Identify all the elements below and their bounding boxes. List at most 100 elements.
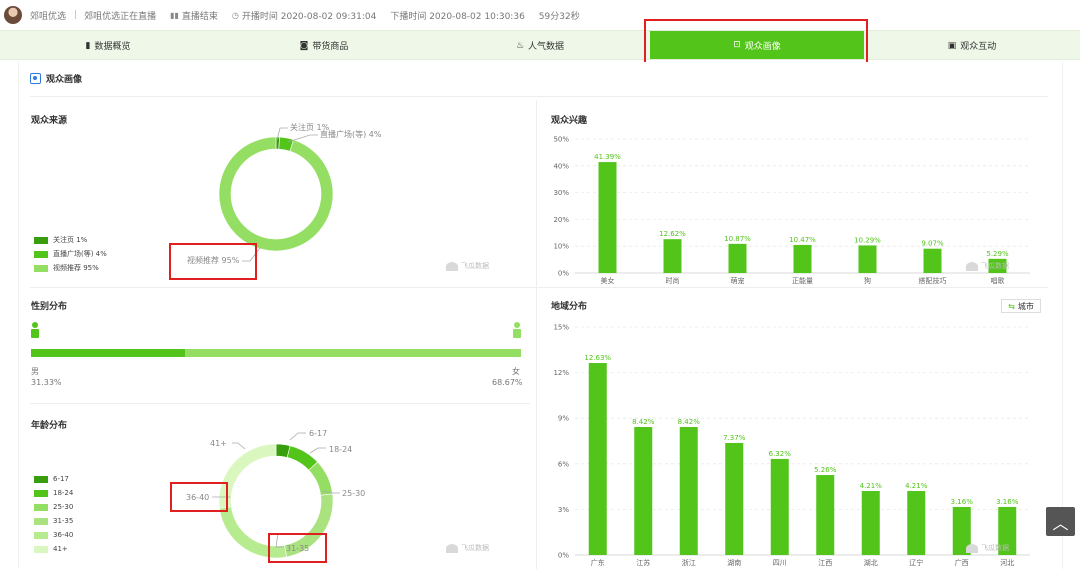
tab-audience-portrait[interactable]: ⊡ 观众画像: [650, 31, 864, 59]
pie-label: 25-30: [342, 489, 365, 498]
watermark-logo-icon: [446, 543, 458, 553]
highlight-box: [169, 243, 257, 280]
x-tick-label: 广东: [591, 558, 605, 567]
y-tick-label: 0%: [558, 552, 569, 560]
female-value: 68.67%: [492, 378, 523, 387]
watermark: 飞瓜数据: [446, 261, 489, 271]
audience-interest-chart: 0% 10% 20% 30% 40% 50% 41.39% 美女 12.62% 时尚 10.87% 萌…: [553, 136, 1030, 285]
audience-source-title: 观众来源: [31, 116, 68, 126]
divider: [30, 403, 530, 404]
watermark: 飞瓜数据: [966, 543, 1009, 553]
legend-swatch: [34, 264, 48, 272]
bar[interactable]: [770, 458, 789, 555]
bar[interactable]: [952, 506, 971, 555]
city-toggle-button[interactable]: ⇆ 城市: [1001, 299, 1041, 313]
data-label: 10.29%: [854, 236, 881, 244]
data-label: 8.42%: [632, 418, 655, 426]
x-tick-label: 四川: [773, 559, 787, 567]
legend-item[interactable]: 25-30: [34, 503, 73, 511]
legend-swatch: [34, 250, 48, 258]
bar[interactable]: [907, 491, 926, 555]
data-label: 3.16%: [996, 498, 1019, 506]
data-label: 10.47%: [789, 236, 816, 244]
legend-item[interactable]: 直播广场(等) 4%: [34, 249, 107, 259]
region-chart: 0% 3% 6% 9% 12% 15% 12.63% 广东 8.42% 江苏 8.42% 浙江 7.37…: [553, 324, 1030, 567]
data-label: 10.87%: [724, 235, 751, 243]
leader-line: [321, 490, 340, 494]
bar[interactable]: [858, 245, 877, 273]
legend-item[interactable]: 31-35: [34, 517, 73, 525]
live-end-label: 直播结束: [181, 11, 218, 22]
watermark-text: 飞瓜数据: [981, 544, 1009, 552]
pie-label: 关注页 1%: [290, 122, 330, 132]
bar[interactable]: [588, 363, 607, 555]
legend-item[interactable]: 6-17: [34, 475, 69, 483]
bar[interactable]: [598, 162, 617, 273]
x-tick-label: 广西: [955, 558, 969, 567]
x-tick-label: 萌宠: [731, 276, 745, 285]
legend-item[interactable]: 36-40: [34, 531, 73, 539]
highlight-box: [644, 19, 868, 67]
bar[interactable]: [634, 427, 653, 555]
legend-item[interactable]: 视频推荐 95%: [34, 263, 99, 273]
bar[interactable]: [793, 244, 812, 273]
legend-item[interactable]: 关注页 1%: [34, 235, 87, 245]
y-tick-label: 40%: [553, 162, 569, 170]
x-tick-label: 搭配技巧: [919, 276, 947, 285]
top-bar: 郊咀优选 | 郊咀优选正在直播 ▮▮ 直播结束 ◷ 开播时间 2020-08-0…: [0, 0, 1080, 30]
bar[interactable]: [679, 427, 698, 555]
bar[interactable]: [988, 258, 1007, 273]
section-header: 观众画像: [30, 72, 82, 85]
bar[interactable]: [816, 475, 835, 555]
stop-time: 下播时间 2020-08-02 10:30:36: [390, 11, 525, 22]
y-tick-label: 3%: [558, 506, 569, 514]
legend-item[interactable]: 41+: [34, 545, 68, 553]
tab-overview[interactable]: ▮ 数据概览: [0, 31, 216, 60]
tab-products[interactable]: ◙ 带货商品: [216, 31, 432, 60]
pie-slice[interactable]: [308, 461, 333, 496]
legend-label: 视频推荐 95%: [53, 264, 99, 272]
city-button-label: 城市: [1017, 301, 1034, 311]
pie-slice[interactable]: [218, 443, 277, 509]
y-tick-label: 12%: [553, 369, 569, 377]
data-label: 6.32%: [769, 450, 792, 458]
legend-item[interactable]: 18-24: [34, 489, 73, 497]
x-tick-label: 浙江: [682, 558, 696, 567]
legend-label: 36-40: [53, 531, 74, 539]
live-status: 郊咀优选正在直播: [84, 11, 157, 22]
tab-popularity[interactable]: ♨ 人气数据: [432, 31, 648, 60]
switch-icon: ⇆: [1008, 301, 1015, 311]
account-name[interactable]: 郊咀优选: [30, 11, 67, 22]
legend-label: 18-24: [53, 489, 74, 497]
legend-label: 6-17: [53, 475, 69, 483]
legend-swatch: [34, 545, 48, 553]
scroll-to-top-button[interactable]: ︿: [1046, 507, 1075, 536]
data-label: 4.21%: [905, 482, 928, 490]
bar[interactable]: [725, 442, 744, 555]
legend-label: 25-30: [53, 503, 74, 511]
clock-icon: ◷: [231, 10, 239, 20]
avatar[interactable]: [4, 6, 22, 24]
bar[interactable]: [728, 243, 747, 273]
portrait-icon: [30, 73, 41, 84]
age-chart: 6-17 18-24 25-30 31-35 36-40 41+: [186, 429, 365, 559]
bar[interactable]: [861, 491, 880, 555]
bar[interactable]: [923, 248, 942, 273]
tab-label: 人气数据: [528, 42, 565, 52]
watermark: 飞瓜数据: [966, 261, 1009, 271]
leader-line: [276, 127, 288, 141]
bar[interactable]: [998, 506, 1017, 555]
data-label: 9.07%: [921, 240, 944, 248]
audience-source-chart: 关注页 1% 直播广场(等) 4% 视频推荐 95%: [187, 122, 382, 265]
tab-interaction[interactable]: ▣ 观众互动: [864, 31, 1080, 60]
highlight-box: [268, 533, 327, 563]
highlight-box: [170, 482, 228, 512]
female-icon: [513, 322, 521, 338]
pie-label: 6-17: [309, 429, 327, 438]
watermark-logo-icon: [966, 261, 978, 271]
female-label: 女: [512, 367, 520, 376]
pie-label: 36-40: [186, 493, 209, 502]
bar[interactable]: [663, 239, 682, 273]
watermark: 飞瓜数据: [446, 543, 489, 553]
pie-slice[interactable]: [218, 136, 334, 252]
